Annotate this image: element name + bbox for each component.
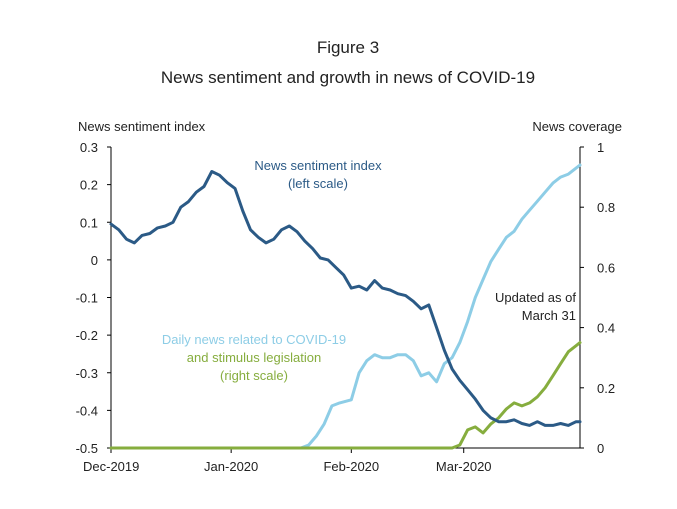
stimulus-news-line: [109, 341, 582, 450]
left-tick-label: -0.4: [76, 403, 98, 418]
covid-annotation: Daily news related to COVID-19: [162, 332, 346, 347]
right-axis-label: News coverage: [532, 119, 622, 134]
updated-annotation: March 31: [522, 308, 576, 323]
right-tick-label: 0.6: [597, 260, 615, 275]
x-tick-label: Dec-2019: [83, 459, 139, 474]
x-tick-label: Jan-2020: [204, 459, 258, 474]
annotations: News sentiment index (left scale) Daily ne…: [162, 158, 577, 383]
updated-annotation: Updated as of: [495, 290, 576, 305]
sentiment-annotation: (left scale): [288, 176, 348, 191]
series-layer: [109, 163, 582, 450]
sentiment-line: [109, 170, 582, 427]
covid-annotation: and stimulus legislation: [187, 350, 321, 365]
left-tick-label: 0: [91, 253, 98, 268]
chart-title: Figure 3: [317, 38, 379, 57]
covid-news-line: [109, 163, 582, 450]
left-tick-label: 0.1: [80, 215, 98, 230]
left-axis-label: News sentiment index: [78, 119, 206, 134]
left-tick-label: 0.2: [80, 178, 98, 193]
right-tick-label: 0.4: [597, 321, 615, 336]
left-tick-label: -0.1: [76, 291, 98, 306]
right-tick-label: 0.8: [597, 200, 615, 215]
x-tick-label: Feb-2020: [323, 459, 379, 474]
left-tick-label: -0.3: [76, 366, 98, 381]
x-tick-label: Mar-2020: [436, 459, 492, 474]
sentiment-annotation: News sentiment index: [254, 158, 382, 173]
covid-annotation: (right scale): [220, 368, 288, 383]
right-axis-ticks: 1 0.8 0.6 0.4 0.2 0: [580, 140, 615, 456]
left-tick-label: 0.3: [80, 140, 98, 155]
chart-subtitle: News sentiment and growth in news of COV…: [161, 68, 535, 87]
x-axis-ticks: Dec-2019 Jan-2020 Feb-2020 Mar-2020: [83, 448, 492, 474]
right-tick-label: 0.2: [597, 381, 615, 396]
left-tick-label: -0.5: [76, 441, 98, 456]
left-axis-ticks: 0.3 0.2 0.1 0 -0.1 -0.2 -0.3 -0.4 -0.5: [76, 140, 111, 456]
right-tick-label: 1: [597, 140, 604, 155]
right-tick-label: 0: [597, 441, 604, 456]
left-tick-label: -0.2: [76, 328, 98, 343]
